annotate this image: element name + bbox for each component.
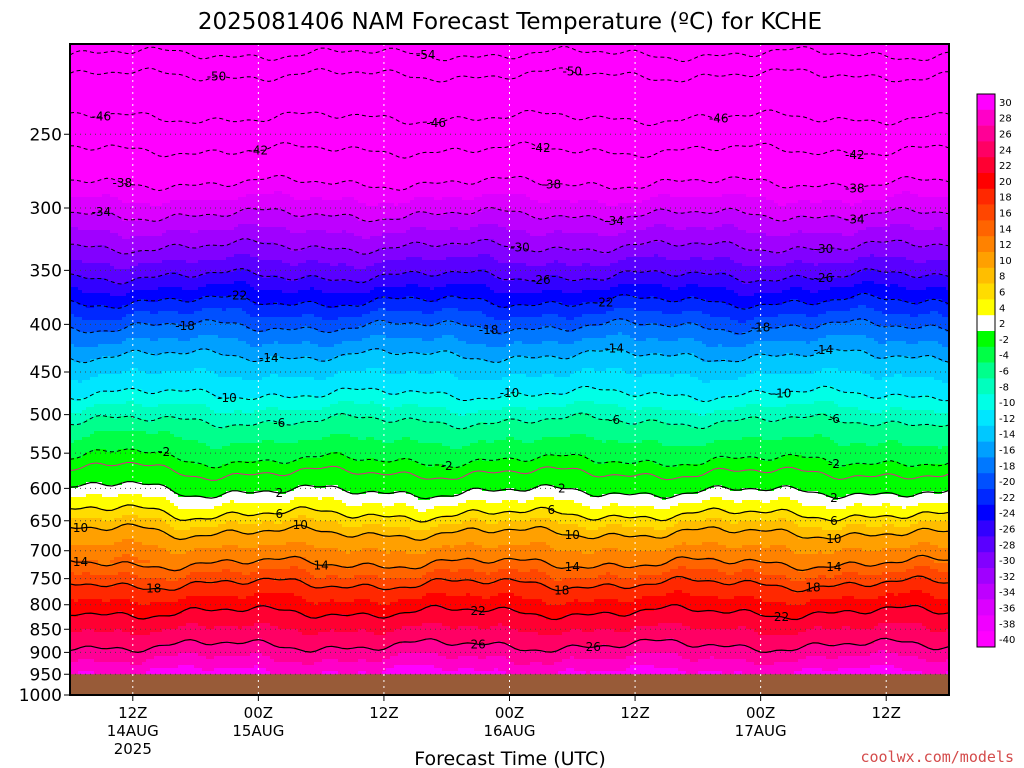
- plot-area: [70, 44, 951, 695]
- chart-title: 2025081406 NAM Forecast Temperature (ºC)…: [198, 9, 822, 35]
